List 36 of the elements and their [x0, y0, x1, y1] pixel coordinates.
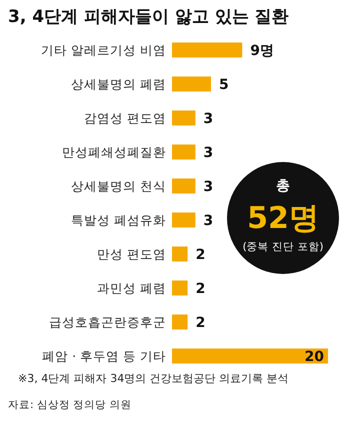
bar [172, 280, 188, 296]
annotation: 총 [276, 178, 290, 194]
bar [172, 42, 242, 58]
bar [172, 76, 211, 92]
data-label: 3 [203, 179, 214, 195]
bar [172, 246, 188, 262]
data-label: 20 [304, 349, 324, 365]
bar [172, 144, 196, 160]
y-tick-label: 상세불명의 천식 [71, 178, 166, 194]
y-tick-label: 특발성 폐섬유화 [71, 212, 166, 228]
data-label: 2 [196, 247, 206, 263]
data-label: 3 [203, 145, 214, 161]
y-tick-label: 만성폐쇄성폐질환 [62, 144, 166, 160]
annotation: 52명 [247, 201, 319, 236]
text: 자료: 심상정 정의당 의원 [8, 399, 132, 411]
data-label: 3 [203, 213, 214, 229]
bar [172, 314, 188, 330]
chart-title: 3, 4단계 피해자들이 앓고 있는 질환 [8, 7, 289, 27]
y-tick-label: 과민성 폐렴 [97, 280, 166, 296]
data-label: 2 [196, 315, 206, 331]
y-tick-label: 감염성 편도염 [84, 110, 166, 126]
y-tick-label: 상세불명의 폐렴 [71, 76, 166, 92]
data-label: 9명 [250, 43, 274, 59]
bar [172, 110, 196, 126]
bar [172, 348, 328, 364]
y-tick-label: 기타 알레르기성 비염 [41, 42, 166, 58]
data-label: 3 [203, 111, 214, 127]
y-tick-label: 폐암 · 후두염 등 기타 [42, 348, 166, 364]
y-tick-label: 만성 편도염 [97, 246, 166, 262]
annotation: (중복 진단 포함) [242, 241, 324, 253]
data-label: 5 [219, 77, 229, 93]
bar [172, 178, 196, 194]
data-label: 2 [196, 281, 206, 297]
annotation: ※3, 4단계 피해자 34명의 건강보험공단 의료기록 분석 [18, 372, 289, 385]
bar [172, 212, 196, 228]
y-tick-label: 급성호흡곤란증후군 [49, 314, 166, 330]
